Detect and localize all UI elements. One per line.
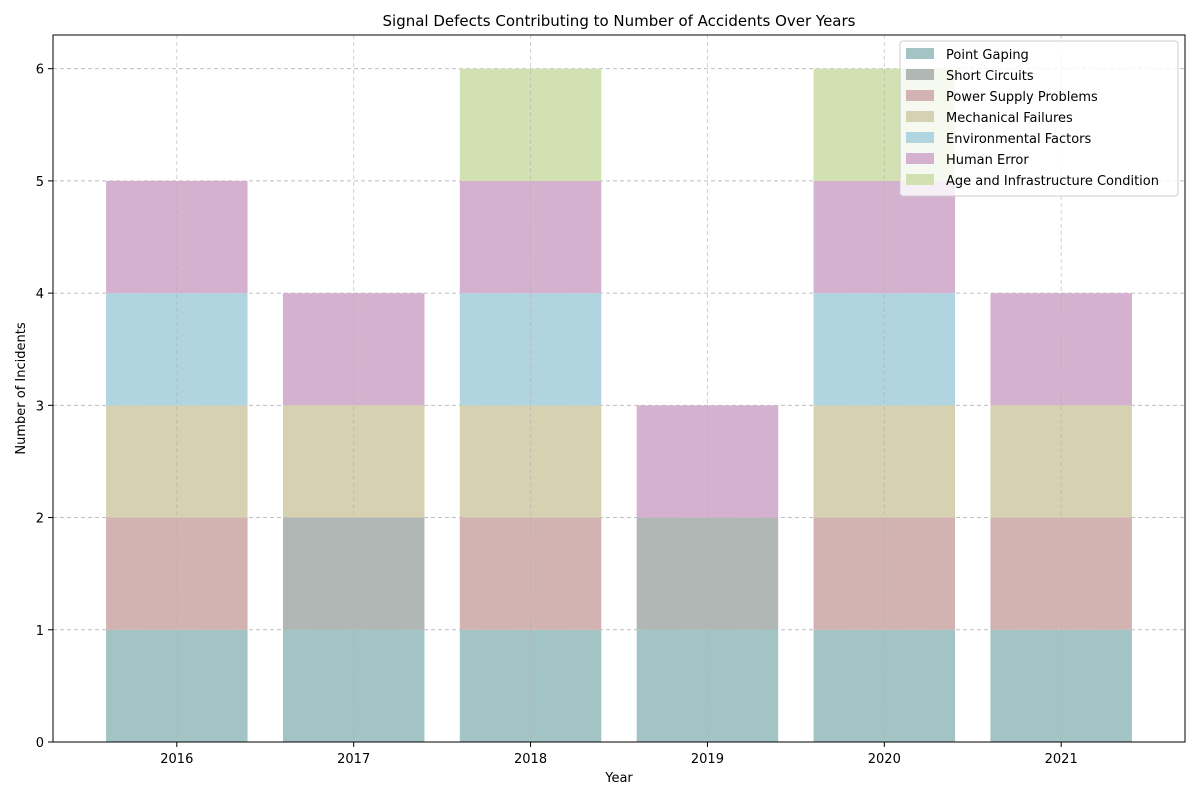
legend: Point Gaping Short Circuits Power Supply P… [899,40,1179,197]
legend-label: Environmental Factors [946,132,1092,147]
legend-swatch [906,132,934,143]
legend-swatch [906,111,934,122]
legend-label: Mechanical Failures [946,111,1073,126]
legend-label: Human Error [946,153,1029,168]
x-tick-label: 2017 [337,752,370,767]
legend-label: Point Gaping [946,48,1029,63]
x-ticks: 2016 2017 2018 2019 2020 2021 [160,742,1078,767]
y-ticks: 0 1 2 3 4 5 6 [36,63,53,751]
legend-swatch [906,69,934,80]
legend-label: Short Circuits [946,69,1034,84]
y-tick-label: 5 [36,175,44,190]
legend-label: Age and Infrastructure Condition [946,174,1159,189]
legend-swatch [906,153,934,164]
x-tick-label: 2021 [1045,752,1078,767]
y-axis-label: Number of Incidents [14,322,29,454]
y-tick-label: 1 [36,624,44,639]
y-tick-label: 3 [36,399,44,414]
x-tick-label: 2019 [691,752,724,767]
x-axis-label: Year [604,771,633,786]
x-tick-label: 2016 [160,752,193,767]
legend-label: Power Supply Problems [946,90,1098,105]
chart-title: Signal Defects Contributing to Number of… [383,12,856,30]
x-tick-label: 2020 [868,752,901,767]
y-tick-label: 4 [36,287,44,302]
plot-frame [52,34,1186,743]
grid-x-layer [176,35,1062,742]
y-tick-label: 0 [36,736,44,751]
x-tick-label: 2018 [514,752,547,767]
y-tick-label: 2 [36,512,44,527]
legend-box [899,40,1179,197]
legend-swatch [906,48,934,59]
legend-swatch [906,90,934,101]
y-tick-label: 6 [36,63,44,78]
legend-swatch [906,174,934,185]
